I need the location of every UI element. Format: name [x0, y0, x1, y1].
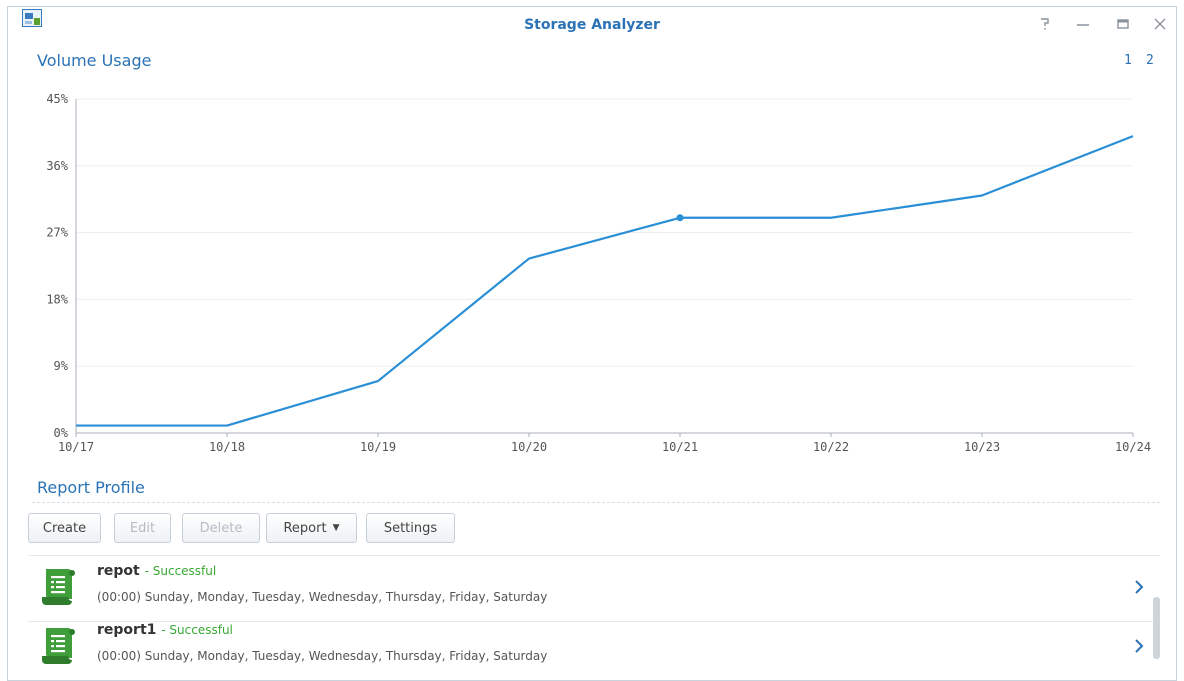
- report-button-label: Report: [283, 520, 327, 536]
- report-name: repot - Successful: [97, 563, 216, 579]
- series-line: [76, 135, 1134, 427]
- section-divider: [32, 502, 1160, 503]
- chevron-right-icon[interactable]: [1132, 636, 1146, 656]
- report-name: report1 - Successful: [97, 622, 233, 638]
- report-row[interactable]: repot - Successful (00:00) Sunday, Monda…: [28, 557, 1148, 613]
- title-bar: Storage Analyzer: [8, 7, 1176, 45]
- x-tick-label: 10/24: [1115, 440, 1151, 454]
- window-title: Storage Analyzer: [524, 17, 660, 33]
- x-tick-label: 10/19: [360, 440, 396, 454]
- volume-usage-title: Volume Usage: [37, 51, 152, 70]
- report-name-text: repot: [97, 563, 140, 579]
- x-tick-label: 10/23: [964, 440, 1000, 454]
- minimize-icon[interactable]: [1071, 13, 1095, 35]
- y-tick-label: 18%: [46, 292, 68, 306]
- list-divider: [28, 621, 1160, 622]
- help-icon[interactable]: [1033, 13, 1057, 35]
- highlighted-data-point: [676, 214, 684, 222]
- x-tick-label: 10/18: [209, 440, 245, 454]
- x-tick-label: 10/20: [511, 440, 547, 454]
- edit-button[interactable]: Edit: [114, 513, 171, 543]
- report-schedule: (00:00) Sunday, Monday, Tuesday, Wednesd…: [97, 590, 548, 604]
- chart-page-2[interactable]: 2: [1146, 53, 1154, 68]
- storage-analyzer-window: Storage Analyzer Volume Usage 1 2 0% 9% 18…: [7, 6, 1177, 681]
- report-row[interactable]: report1 - Successful (00:00) Sunday, Mon…: [28, 616, 1148, 672]
- app-icon: [22, 9, 42, 27]
- create-button[interactable]: Create: [28, 513, 101, 543]
- y-tick-label: 9%: [54, 359, 69, 373]
- list-scrollbar[interactable]: [1153, 597, 1160, 659]
- x-tick-label: 10/22: [813, 440, 849, 454]
- report-schedule: (00:00) Sunday, Monday, Tuesday, Wednesd…: [97, 649, 548, 663]
- y-tick-label: 27%: [46, 226, 68, 240]
- list-divider: [28, 555, 1160, 556]
- delete-button[interactable]: Delete: [182, 513, 260, 543]
- maximize-icon[interactable]: [1111, 13, 1135, 35]
- chart-page-1[interactable]: 1: [1124, 53, 1132, 68]
- x-tick-label: 10/21: [662, 440, 698, 454]
- x-tick-label: 10/17: [58, 440, 94, 454]
- caret-down-icon: ▼: [332, 523, 340, 533]
- close-icon[interactable]: [1148, 13, 1172, 35]
- report-status: - Successful: [161, 623, 233, 637]
- y-tick-label: 45%: [46, 92, 68, 106]
- report-name-text: report1: [97, 622, 157, 638]
- report-document-icon: [42, 569, 75, 605]
- settings-button[interactable]: Settings: [366, 513, 455, 543]
- y-tick-label: 0%: [54, 426, 69, 440]
- report-dropdown-button[interactable]: Report ▼: [266, 513, 357, 543]
- report-document-icon: [42, 628, 75, 664]
- chevron-right-icon[interactable]: [1132, 577, 1146, 597]
- volume-usage-chart: 0% 9% 18% 27% 36% 45% 10/17 10/18 10/19 10/20 10/2…: [46, 92, 1151, 454]
- report-profile-title: Report Profile: [37, 478, 145, 497]
- y-tick-label: 36%: [46, 159, 68, 173]
- report-status: - Successful: [144, 564, 217, 578]
